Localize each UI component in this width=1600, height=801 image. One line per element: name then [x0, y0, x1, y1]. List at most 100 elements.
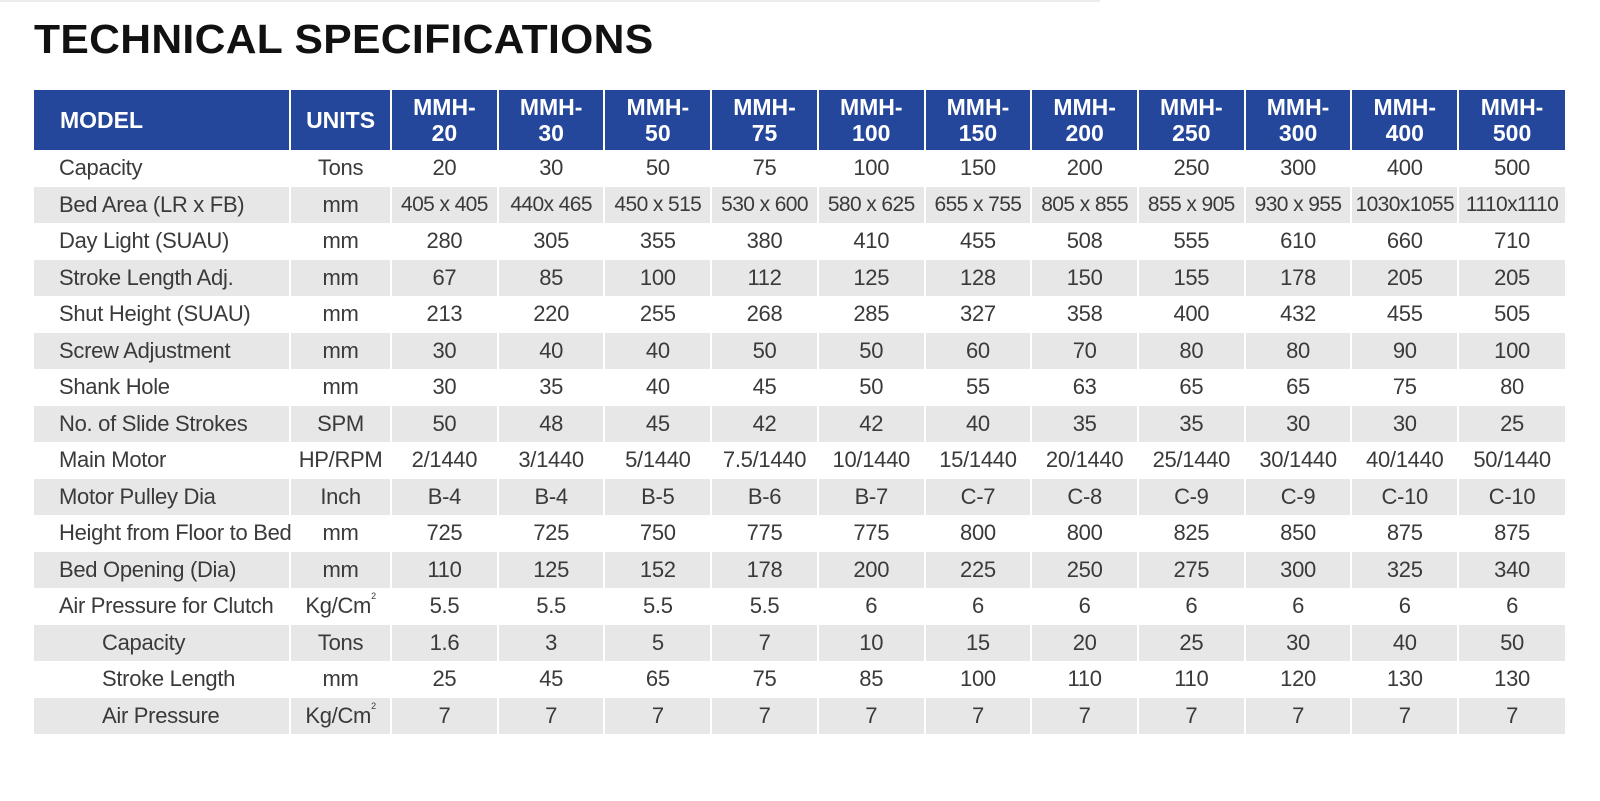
spec-value: 65 — [1137, 369, 1245, 406]
spec-value: 200 — [816, 551, 925, 588]
spec-value: 5.5 — [603, 588, 712, 625]
spec-value: 6 — [1243, 588, 1352, 625]
spec-row: Main Motor HP/RPM 2/1440 3/1440 5/1440 7.5/14… — [34, 442, 1565, 479]
spec-value: 110 — [1137, 661, 1245, 698]
spec-value: 152 — [603, 551, 712, 588]
spec-value: 1.6 — [390, 624, 498, 661]
spec-value: 825 — [1137, 515, 1245, 552]
spec-value: 7.5/1440 — [710, 442, 818, 479]
spec-label: Stroke Length — [34, 661, 291, 698]
spec-units: Inch — [289, 478, 392, 515]
spec-value: 10/1440 — [816, 442, 925, 479]
spec-value: 30 — [1243, 405, 1352, 442]
spec-value: 2/1440 — [390, 442, 498, 479]
spec-value: 150 — [923, 150, 1032, 187]
spec-value: 75 — [710, 661, 818, 698]
spec-value: 80 — [1243, 332, 1352, 369]
spec-value: 400 — [1137, 296, 1245, 333]
spec-value: 130 — [1350, 661, 1459, 698]
spec-value: 50 — [603, 150, 712, 187]
spec-value: 530 x 600 — [710, 186, 818, 223]
spec-value: 30 — [496, 150, 605, 187]
spec-label: Day Light (SUAU) — [34, 223, 291, 260]
units-text: mm — [322, 301, 359, 327]
spec-value: 305 — [496, 223, 605, 260]
spec-value: 100 — [1457, 332, 1565, 369]
spec-value: 7 — [603, 697, 712, 734]
spec-table-body: Capacity Tons 20 30 50 75 100 150 200 250 300 400 50… — [34, 150, 1565, 734]
spec-value: 25/1440 — [1137, 442, 1245, 479]
spec-value: 70 — [1030, 332, 1138, 369]
units-text: mm — [322, 520, 359, 546]
spec-value: 280 — [390, 223, 498, 260]
spec-value: 30/1440 — [1243, 442, 1352, 479]
units-text: mm — [322, 556, 359, 582]
spec-value: 110 — [390, 551, 498, 588]
spec-value: 405 x 405 — [390, 186, 498, 223]
spec-value: 65 — [603, 661, 712, 698]
spec-value: 7 — [390, 697, 498, 734]
spec-units: Tons — [289, 624, 392, 661]
model-number: 200 — [1065, 120, 1104, 146]
model-number: 250 — [1172, 120, 1211, 146]
spec-row: Day Light (SUAU) mm 280 305 355 380 410 455 508 5… — [34, 223, 1565, 260]
model-number: 300 — [1278, 120, 1318, 146]
top-divider — [0, 0, 1100, 2]
spec-label: Main Motor — [34, 442, 291, 479]
spec-value: 35 — [1030, 405, 1138, 442]
spec-row: Air Pressure for Clutch Kg/Cm2 5.5 5.5 5.5 5.… — [34, 588, 1565, 625]
units-text: Inch — [320, 483, 361, 509]
spec-value: 25 — [390, 661, 498, 698]
spec-value: 20/1440 — [1030, 442, 1138, 479]
spec-value: 660 — [1350, 223, 1459, 260]
spec-value: 3 — [496, 624, 605, 661]
spec-value: 710 — [1457, 223, 1565, 260]
spec-row: Shank Hole mm 30 35 40 45 50 55 63 65 65 75 80 — [34, 369, 1565, 406]
model-prefix: MMH- — [733, 94, 796, 120]
spec-value: 400 — [1350, 150, 1459, 187]
spec-value: 45 — [710, 369, 818, 406]
spec-value: 875 — [1457, 515, 1565, 552]
spec-value: 268 — [710, 296, 818, 333]
spec-row: Height from Floor to Bed mm 725 725 750 775 77… — [34, 515, 1565, 552]
spec-value: 213 — [390, 296, 498, 333]
spec-value: 40 — [603, 332, 712, 369]
spec-value: B-4 — [496, 478, 605, 515]
spec-value: 30 — [390, 369, 498, 406]
spec-value: 5/1440 — [603, 442, 712, 479]
model-prefix: MMH- — [1160, 94, 1223, 120]
model-number: 50 — [645, 120, 671, 146]
spec-value: 50 — [710, 332, 818, 369]
spec-value: 40 — [603, 369, 712, 406]
spec-value: 855 x 905 — [1137, 186, 1245, 223]
spec-row: Bed Area (LR x FB) mm 405 x 405 440x 465 450… — [34, 186, 1565, 223]
spec-value: 75 — [710, 150, 818, 187]
spec-value: 200 — [1030, 150, 1138, 187]
spec-value: B-5 — [603, 478, 712, 515]
spec-value: 125 — [496, 551, 605, 588]
spec-units: mm — [289, 369, 392, 406]
units-text: HP/RPM — [298, 447, 383, 473]
spec-value: 130 — [1457, 661, 1565, 698]
spec-row: Screw Adjustment mm 30 40 40 50 50 60 70 80 80 90 10… — [34, 332, 1565, 369]
spec-value: 555 — [1137, 223, 1245, 260]
spec-value: 205 — [1350, 259, 1459, 296]
spec-units: mm — [289, 515, 392, 552]
units-text: Tons — [317, 155, 364, 181]
spec-value: 410 — [816, 223, 925, 260]
model-prefix: MMH- — [1266, 94, 1330, 120]
spec-value: 455 — [923, 223, 1032, 260]
model-header-20: MMH- 20 — [390, 90, 498, 150]
spec-value: 725 — [390, 515, 498, 552]
spec-value: 725 — [496, 515, 605, 552]
spec-value: 90 — [1350, 332, 1459, 369]
spec-value: 432 — [1243, 296, 1352, 333]
spec-units: mm — [289, 296, 392, 333]
spec-value: 6 — [1350, 588, 1459, 625]
model-header-75: MMH- 75 — [710, 90, 818, 150]
spec-value: C-10 — [1350, 478, 1459, 515]
spec-value: 75 — [1350, 369, 1459, 406]
model-prefix: MMH- — [946, 94, 1010, 120]
spec-value: 275 — [1137, 551, 1245, 588]
spec-label: Air Pressure — [34, 697, 291, 734]
